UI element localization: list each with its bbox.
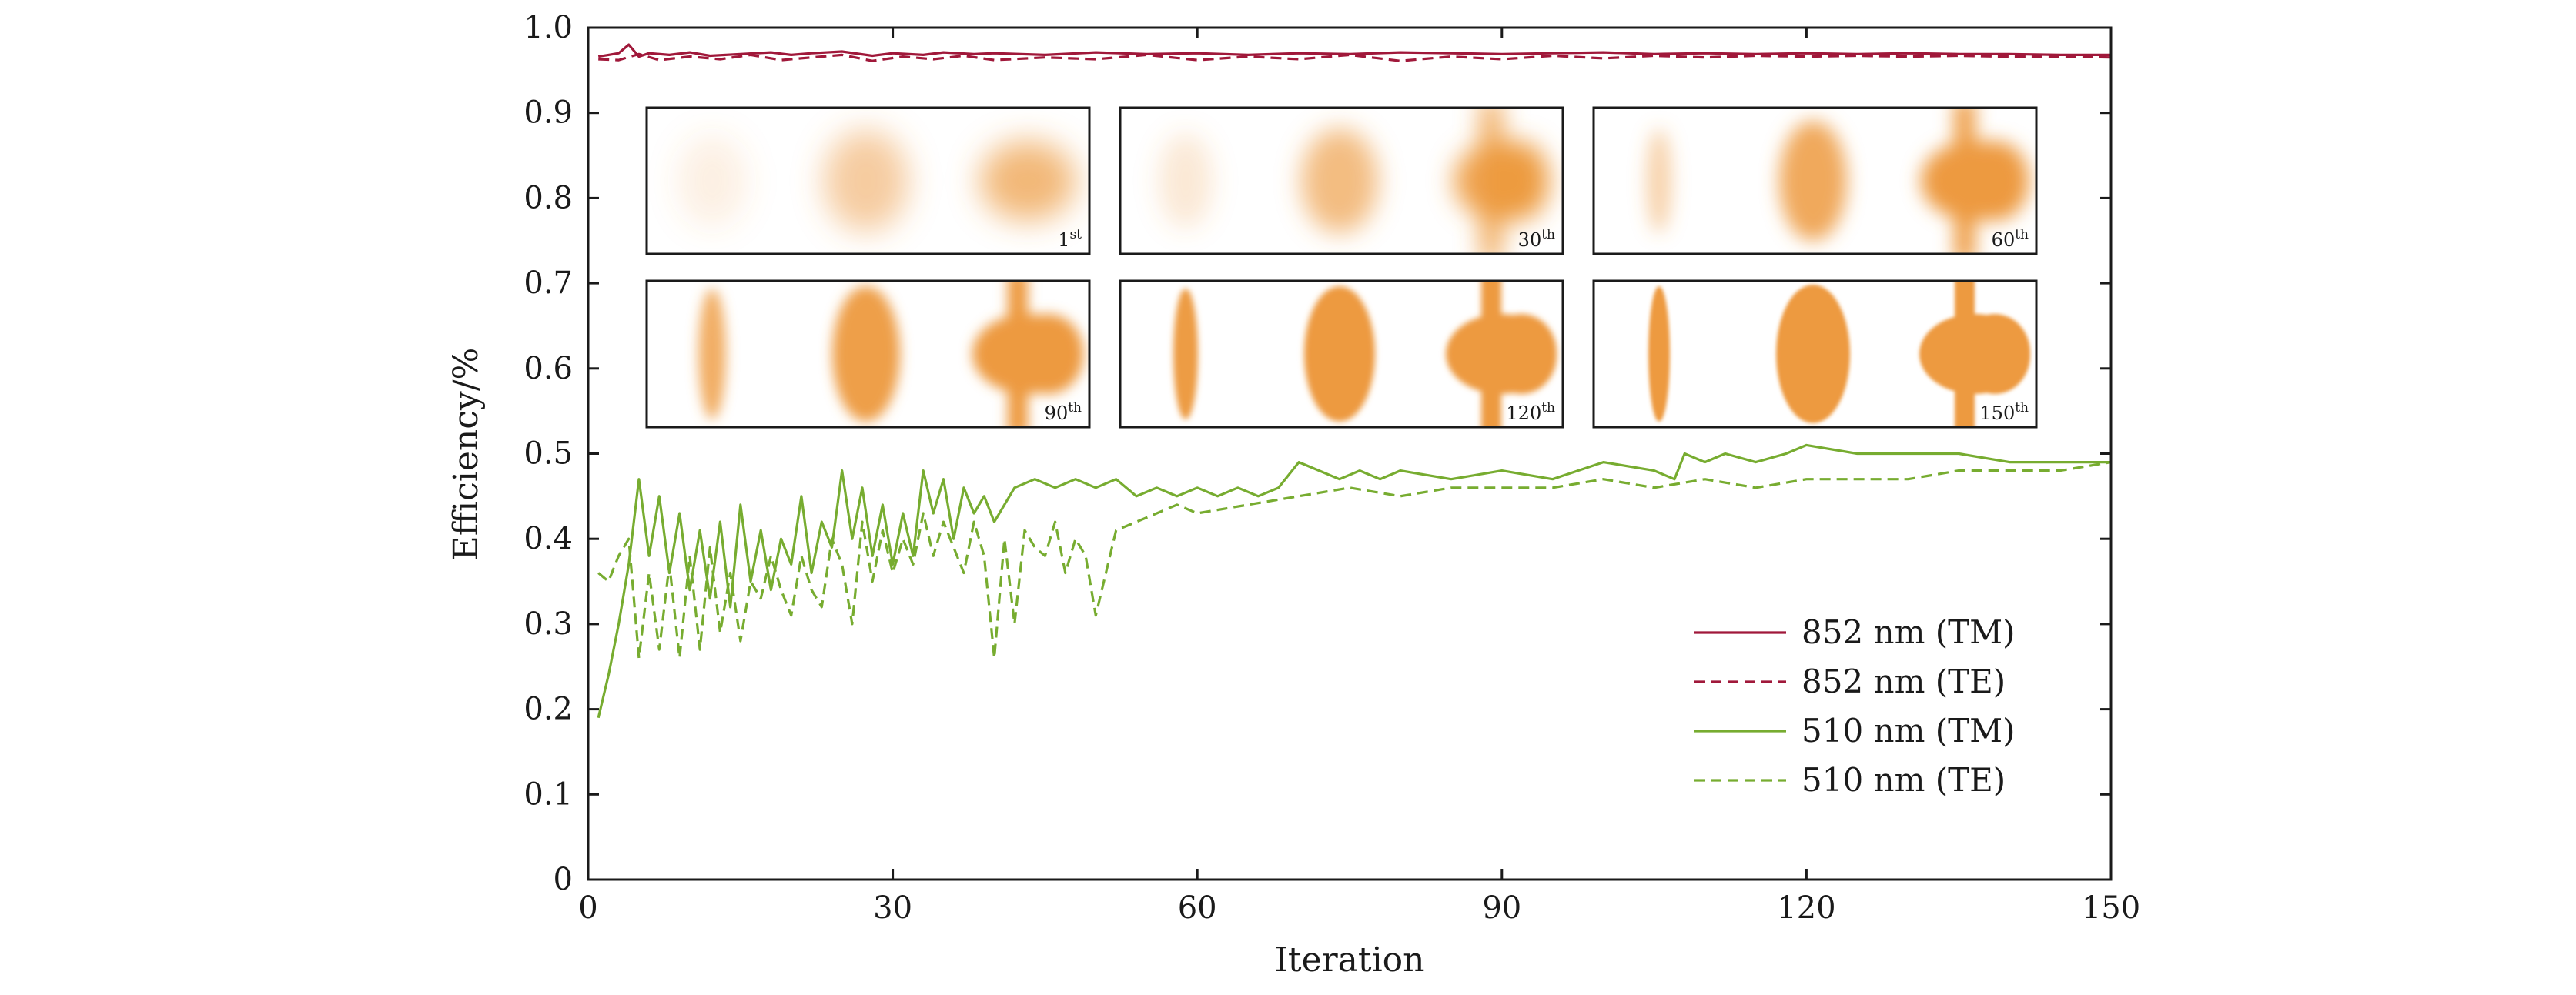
inset-iteration-suffix: th (1541, 227, 1555, 242)
inset-blurred-group (698, 281, 1083, 427)
inset-iteration-suffix: th (2015, 400, 2029, 416)
inset-feature-blob (980, 141, 1076, 221)
inset-iteration-suffix: th (1068, 400, 1082, 416)
inset-label: 1st (1058, 227, 1082, 251)
inset-label: 150th (1979, 400, 2029, 424)
inset-feature-head (1486, 314, 1557, 394)
inset-border (1119, 106, 1564, 255)
inset-iteration-suffix: th (2015, 227, 2029, 242)
inset-iteration-number: 60 (1992, 229, 2016, 251)
inset-feature (698, 289, 726, 419)
inset-iteration-number: 150 (1979, 402, 2015, 424)
x-tick-label: 150 (2082, 890, 2140, 926)
y-tick-label: 0.8 (524, 180, 573, 215)
y-tick-label: 0.6 (524, 351, 573, 386)
y-axis-title: Efficiency/% (447, 348, 486, 561)
inset-feature (832, 286, 900, 422)
legend-label: 852 nm (TE) (1802, 663, 2006, 700)
inset-shapes (1159, 108, 1549, 254)
y-tick-label: 1.0 (524, 10, 573, 45)
inset-blurred-group (1647, 108, 2029, 254)
y-tick-label: 0.2 (524, 692, 573, 727)
y-tick-label: 0.7 (524, 265, 573, 301)
legend-label: 510 nm (TM) (1802, 712, 2016, 750)
inset-feature (824, 130, 908, 232)
inset-iteration-number: 90 (1045, 402, 1069, 424)
inset-blurred-group (1173, 281, 1557, 427)
y-tick-label: 0.4 (524, 521, 573, 556)
y-tick-label: 0.9 (524, 95, 573, 131)
inset-border (1592, 106, 2038, 255)
inset-panel: 60th (1592, 106, 2038, 255)
inset-border (645, 279, 1091, 429)
inset-feature (1304, 286, 1375, 422)
inset-iteration-number: 30 (1518, 229, 1542, 251)
series-line-1 (598, 52, 2112, 62)
inset-feature (677, 135, 747, 227)
y-tick-label: 0.3 (524, 606, 573, 642)
inset-feature-head (1959, 314, 2030, 394)
inset-panel: 1st (645, 106, 1091, 255)
legend: 852 nm (TM) 852 nm (TE) 510 nm (TM) 510 nm … (1694, 613, 2016, 799)
inset-border (1592, 279, 2038, 429)
inset-blurred-group (677, 130, 1076, 232)
x-tick-label: 30 (873, 890, 912, 926)
y-tick-label: 0.5 (524, 436, 573, 472)
inset-iteration-number: 1 (1058, 229, 1069, 251)
inset-feature (1779, 121, 1847, 241)
inset-feature-head (1012, 314, 1083, 394)
inset-label: 30th (1518, 227, 1555, 251)
inset-blurred-group (1648, 281, 2030, 427)
inset-label: 120th (1506, 400, 1555, 424)
legend-label: 510 nm (TE) (1802, 761, 2006, 799)
series-lines (597, 43, 2112, 719)
inset-border (645, 106, 1091, 255)
inset-shapes (698, 281, 1083, 427)
inset-panel: 90th (645, 279, 1091, 429)
x-axis-title: Iteration (1275, 940, 1425, 980)
inset-panel: 150th (1592, 279, 2038, 429)
inset-feature (1173, 289, 1198, 419)
inset-shapes (677, 130, 1076, 232)
inset-feature (1647, 129, 1671, 233)
inset-feature (1159, 133, 1213, 229)
x-tick-label: 90 (1482, 890, 1521, 926)
legend-label: 852 nm (TM) (1802, 613, 2016, 651)
inset-label: 60th (1992, 227, 2029, 251)
inset-blurred-group (1159, 108, 1549, 254)
series-line-0 (597, 43, 2111, 58)
inset-panel: 30th (1119, 106, 1564, 255)
inset-shapes (1173, 281, 1557, 427)
inset-label: 90th (1045, 400, 1082, 424)
inset-iteration-suffix: st (1069, 227, 1082, 242)
y-tick-label: 0.1 (524, 776, 573, 812)
inset-feature-head (1959, 141, 2029, 221)
series-line-2 (597, 443, 2111, 719)
y-tick-label: 0 (554, 862, 573, 897)
inset-shapes (1648, 281, 2030, 427)
inset-shapes (1647, 108, 2029, 254)
axis-ticks: 0 30 60 90 120 150 0 0.1 0.2 0.3 0.4 0.5 0.6 0.7 0.8 0.… (524, 10, 2140, 926)
inset-iteration-suffix: th (1541, 400, 1555, 416)
inset-feature (1776, 285, 1850, 423)
series-line-3 (597, 461, 2112, 659)
inset-feature (1301, 129, 1378, 233)
inset-panel: 120th (1119, 279, 1564, 429)
inset-border (1119, 279, 1564, 429)
inset-feature (1648, 286, 1670, 422)
inset-iteration-number: 120 (1506, 402, 1541, 424)
x-tick-label: 0 (578, 890, 597, 926)
x-tick-label: 120 (1777, 890, 1835, 926)
inset-feature-head (1486, 141, 1549, 221)
x-tick-label: 60 (1178, 890, 1217, 926)
